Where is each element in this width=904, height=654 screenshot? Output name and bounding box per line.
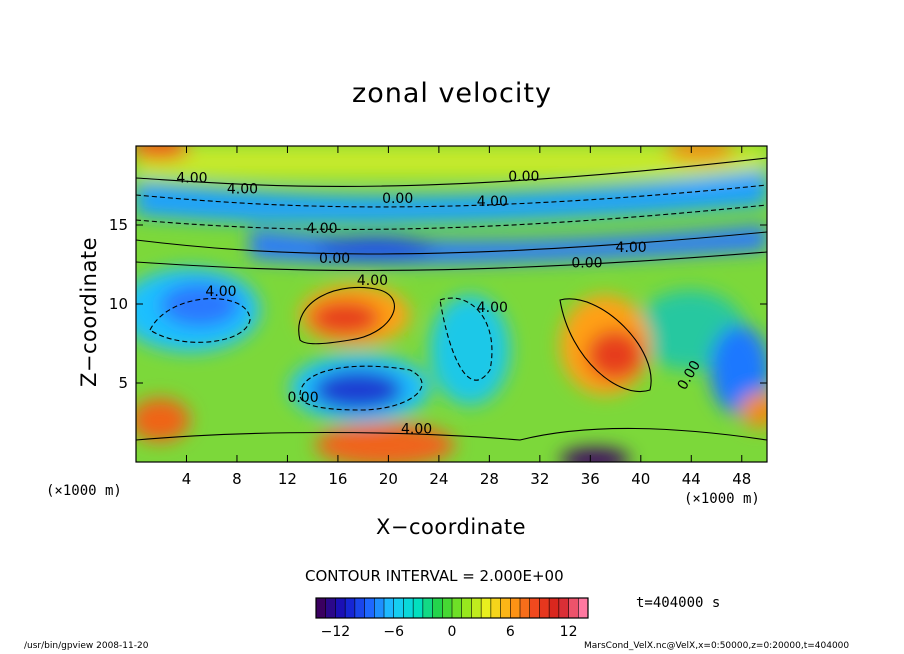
x-tick-label: 24 [429, 470, 448, 488]
colorbar-swatch [568, 598, 579, 618]
x-tick-label: 32 [530, 470, 549, 488]
y-tick-label: 10 [109, 295, 128, 313]
colorbar-swatch [578, 598, 589, 618]
contour-label: 4.00 [205, 284, 236, 300]
colorbar-swatch [500, 598, 511, 618]
y-axis-label: Z−coordinate [77, 237, 101, 387]
colorbar-swatch [374, 598, 385, 618]
contour-label: 4.00 [227, 181, 258, 197]
colorbar-swatch [403, 598, 414, 618]
x-unit-right: (×1000 m) [684, 491, 760, 507]
colorbar-swatch [325, 598, 336, 618]
colorbar: −12 −6 0 6 12 [315, 597, 589, 640]
colorbar-swatch [442, 598, 453, 618]
contour-lines [136, 157, 767, 441]
colorbar-swatch [393, 598, 404, 618]
colorbar-swatch [461, 598, 472, 618]
contour-label: 0.00 [382, 191, 413, 207]
chart-title: zonal velocity [352, 78, 552, 109]
colorbar-swatch [490, 598, 502, 618]
colorbar-swatch [452, 598, 463, 618]
x-tick-label: 44 [682, 470, 701, 488]
heatmap-field [136, 146, 767, 462]
x-tick-label: 8 [232, 470, 242, 488]
colorbar-swatch [529, 598, 540, 618]
contour-label: 4.00 [477, 300, 508, 316]
colorbar-swatch [558, 598, 570, 618]
x-tick-label: 40 [631, 470, 650, 488]
y-axis: 5 10 15 [109, 216, 767, 392]
colorbar-swatch [413, 598, 424, 618]
colorbar-swatch [471, 598, 482, 618]
x-tick-label: 36 [581, 470, 600, 488]
contour-labels: 4.004.004.004.004.004.004.004.004.000.00… [176, 169, 704, 438]
colorbar-swatch [549, 598, 560, 618]
colorbar-swatch [384, 598, 395, 618]
time-label: t=404000 s [636, 595, 721, 611]
contour-label: 4.00 [357, 273, 388, 289]
x-tick-label: 16 [328, 470, 347, 488]
footer-left: /usr/bin/gpview 2008-11-20 [24, 641, 149, 651]
contour-label: 4.00 [401, 422, 432, 438]
x-axis-label: X−coordinate [376, 515, 526, 539]
contour-label: 0.00 [571, 256, 602, 272]
y-tick-label: 5 [118, 374, 128, 392]
colorbar-swatch [335, 598, 346, 618]
colorbar-tick-label: 6 [506, 624, 515, 640]
contour-label: 4.00 [616, 240, 647, 256]
colorbar-swatch [345, 598, 356, 618]
contour-label: 0.00 [319, 251, 350, 267]
colorbar-swatch [520, 598, 531, 618]
colorbar-tick-label: 12 [560, 624, 578, 640]
colorbar-swatch [316, 598, 327, 618]
colorbar-swatch [422, 598, 434, 618]
colorbar-frame [315, 597, 589, 619]
x-tick-label: 28 [480, 470, 499, 488]
colorbar-swatch [354, 598, 366, 618]
x-axis: 4 8 12 16 20 24 28 32 36 40 44 48 [182, 146, 751, 488]
contour-interval-label: CONTOUR INTERVAL = 2.000E+00 [305, 567, 564, 585]
colorbar-tick-label: −6 [383, 624, 404, 640]
colorbar-swatch [432, 598, 443, 618]
contour-label: 0.00 [508, 169, 539, 185]
colorbar-swatch [481, 598, 492, 618]
footer-right: MarsCond_VelX.nc@VelX,x=0:50000,z=0:2000… [584, 641, 850, 651]
y-tick-label: 15 [109, 216, 128, 234]
x-tick-label: 12 [278, 470, 297, 488]
colorbar-swatch [364, 598, 375, 618]
x-tick-label: 20 [379, 470, 398, 488]
colorbar-swatch [510, 598, 521, 618]
colorbar-tick-label: −12 [321, 624, 351, 640]
x-tick-label: 4 [182, 470, 192, 488]
contour-label: 0.00 [287, 390, 318, 406]
x-unit-left: (×1000 m) [46, 483, 122, 499]
x-tick-label: 48 [732, 470, 751, 488]
contour-label: 4.00 [477, 194, 508, 210]
contour-label: 4.00 [306, 221, 337, 237]
colorbar-tick-label: 0 [448, 624, 457, 640]
colorbar-swatch [539, 598, 550, 618]
contour-label: 4.00 [176, 170, 207, 186]
